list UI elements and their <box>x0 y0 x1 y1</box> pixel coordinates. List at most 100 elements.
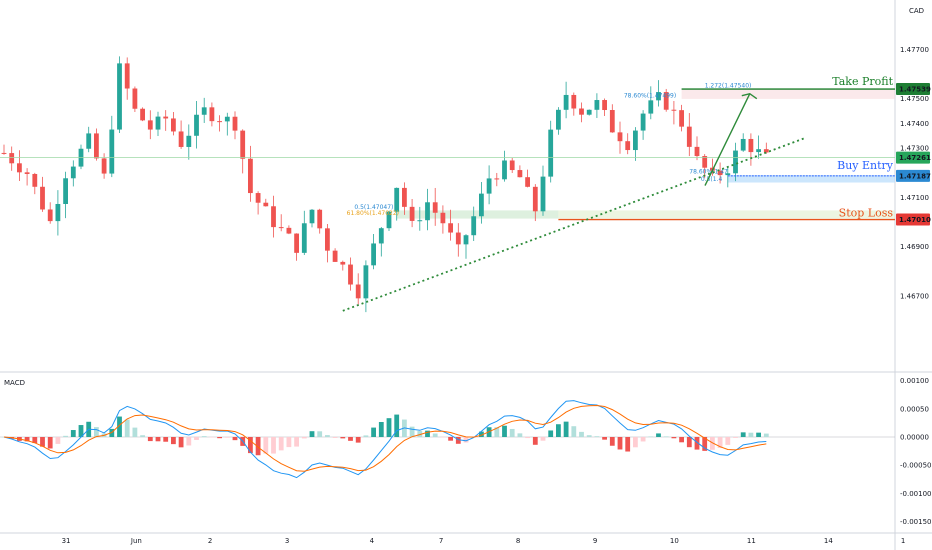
time-tick-label: 10 <box>670 537 679 545</box>
price-tick-label: 1.47400 <box>900 120 929 128</box>
candle-body <box>163 116 169 119</box>
fib-label-618-left: 61.80%(1.47022) <box>347 210 399 217</box>
macd-histogram-bar <box>425 430 430 437</box>
candle-body <box>355 284 361 299</box>
macd-histogram-bar <box>540 437 546 441</box>
macd-histogram-bar <box>386 418 392 437</box>
candle-body <box>717 170 723 176</box>
macd-histogram-bar <box>694 437 700 450</box>
candle-body <box>332 250 338 262</box>
candle-body <box>479 193 484 217</box>
candle-body <box>194 114 199 136</box>
candle-body <box>763 149 769 153</box>
macd-histogram-bar <box>432 433 438 437</box>
macd-tick-label: -0.00100 <box>900 490 931 498</box>
macd-histogram-bar <box>278 437 284 451</box>
candle-body <box>1 152 7 154</box>
candle-body <box>609 110 615 133</box>
candle-body <box>171 118 176 132</box>
candle-body <box>409 206 415 221</box>
candle-body <box>756 149 761 153</box>
macd-histogram-bar <box>717 437 723 448</box>
candle-body <box>571 94 577 109</box>
macd-tick-label: 0.00050 <box>900 405 929 413</box>
macd-tick-label: 0.00000 <box>900 434 929 442</box>
candle-body <box>340 261 346 265</box>
macd-histogram-bar <box>594 436 600 437</box>
macd-histogram-bar <box>178 437 184 448</box>
candle-body <box>625 141 631 151</box>
candle-body <box>55 203 61 222</box>
macd-histogram-bar <box>455 437 461 444</box>
candle-body <box>147 120 153 130</box>
candle-body <box>471 216 477 236</box>
candle-body <box>271 206 276 228</box>
macd-tick-label: -0.00150 <box>900 518 931 526</box>
macd-histogram-bar <box>532 437 538 445</box>
candle-body <box>140 108 145 121</box>
take-profit-badge: 1.47539 <box>899 86 931 94</box>
candle-body <box>9 153 15 164</box>
time-tick-label: 8 <box>516 537 520 545</box>
buy-entry-badge: 1.47187 <box>899 172 931 180</box>
candle-body <box>402 187 407 207</box>
currency-label: CAD <box>909 7 924 15</box>
candle-body <box>740 138 746 151</box>
macd-histogram-bar <box>286 437 292 448</box>
price-tick-label: 1.47100 <box>900 194 929 202</box>
signal-line <box>3 404 767 472</box>
candle-body <box>532 186 538 212</box>
candle-body <box>70 166 76 179</box>
macd-histogram-bar <box>463 437 469 443</box>
candle-body <box>602 100 607 111</box>
candle-body <box>240 130 246 159</box>
candle-body <box>294 233 299 253</box>
macd-histogram-bar <box>479 431 484 437</box>
candle-body <box>186 135 192 147</box>
macd-histogram-bar <box>625 437 631 452</box>
candle-body <box>486 178 492 194</box>
macd-histogram-bar <box>140 435 145 437</box>
candle-body <box>255 193 261 203</box>
candle-body <box>178 131 184 147</box>
candle-body <box>725 173 731 176</box>
overlay: 1.272(1.47540) 78.60%(1.47499) 78.60%(1.47… <box>0 75 895 312</box>
macd-histogram-bar <box>725 437 731 445</box>
time-tick-label: 7 <box>439 537 443 545</box>
macd-histogram-bar <box>702 437 708 451</box>
macd-histogram-bar <box>586 435 592 437</box>
take-profit-zone <box>681 89 895 99</box>
candle-body <box>232 116 238 131</box>
fib-label-1272: 1.272(1.47540) <box>705 82 752 89</box>
stop-loss-badge: 1.47010 <box>899 216 931 224</box>
macd-histogram-bar <box>733 437 738 438</box>
macd-histogram-bar <box>163 437 169 442</box>
macd-histogram-bar <box>548 430 554 437</box>
macd-histogram-bar <box>309 431 315 437</box>
buy-entry-badge-bg <box>896 169 930 182</box>
candle-body <box>348 264 353 285</box>
macd-histogram-bar <box>609 437 615 446</box>
macd-tick-label: 0.00100 <box>900 377 929 385</box>
target-arrow-head <box>741 92 758 100</box>
macd-histogram-bar <box>679 437 684 443</box>
candle-body <box>525 177 530 187</box>
candle-body <box>248 158 253 194</box>
candle-body <box>656 92 661 101</box>
candle-body <box>463 235 469 245</box>
macd-histogram-bar <box>602 437 607 440</box>
candle-body <box>617 132 623 142</box>
candle-body <box>40 186 45 210</box>
macd-histogram-bar <box>248 437 253 454</box>
macd-histogram-bar <box>132 427 138 437</box>
candle-body <box>17 163 22 173</box>
macd-histogram-bar <box>271 437 276 454</box>
fib-label-786-top: 78.60%(1.47499) <box>624 92 676 99</box>
candle-body <box>325 228 330 251</box>
candles <box>1 56 769 313</box>
macd-histogram-bar <box>525 437 530 439</box>
candle-body <box>394 187 400 212</box>
candle-body <box>586 109 592 115</box>
